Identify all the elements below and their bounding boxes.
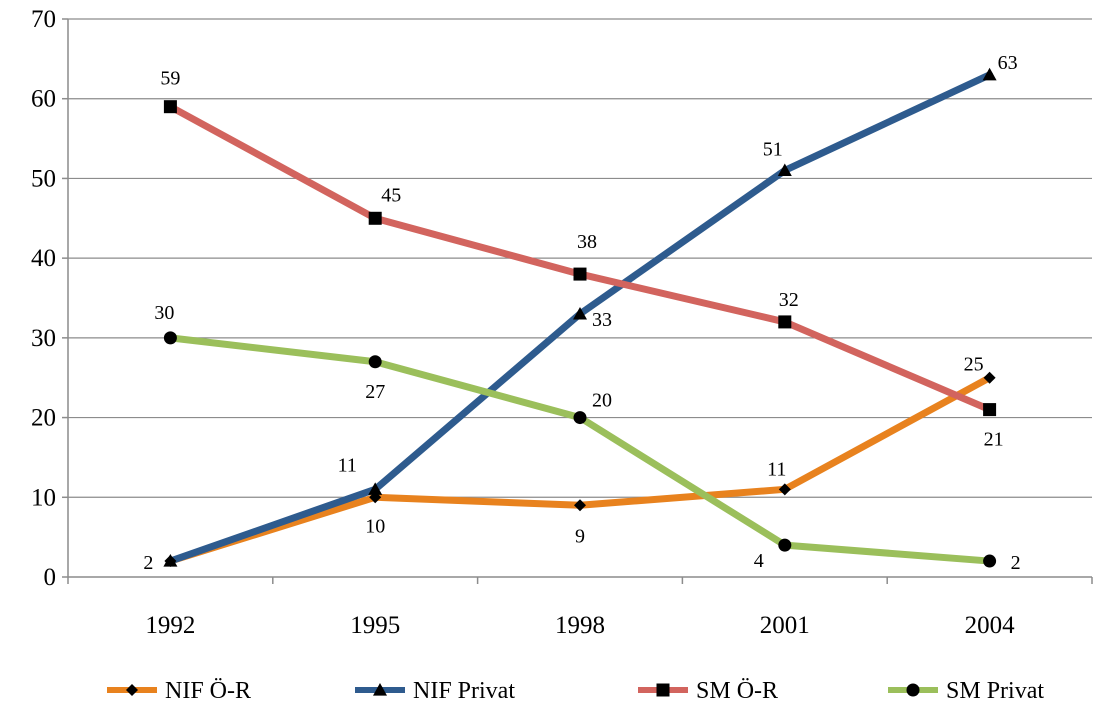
data-point-sm-privat <box>778 538 792 552</box>
series-markers <box>163 67 997 568</box>
data-point-nif-privat <box>777 163 792 177</box>
legend-label-sm-or: SM Ö-R <box>696 678 778 704</box>
legend-label-nif-privat: NIF Privat <box>413 678 515 704</box>
legend-label-sm-privat: SM Privat <box>946 678 1044 704</box>
data-label-nif-privat: 51 <box>763 138 783 160</box>
data-point-sm-or <box>368 211 382 225</box>
data-point-sm-privat <box>368 355 382 369</box>
y-tick-label: 70 <box>31 6 56 33</box>
data-point-sm-or <box>983 403 997 417</box>
data-label-sm-or: 38 <box>577 231 597 253</box>
data-label-sm-privat: 2 <box>1011 552 1021 574</box>
legend-label-nif-or: NIF Ö-R <box>165 678 251 704</box>
data-label-sm-privat: 27 <box>365 381 385 403</box>
data-point-nif-or <box>778 483 791 496</box>
data-point-nif-or <box>983 371 996 384</box>
data-label-nif-or: 2 <box>143 552 153 574</box>
legend-marker-sm-privat <box>906 683 920 697</box>
axes <box>62 18 1093 584</box>
data-label-nif-privat: 33 <box>592 309 612 331</box>
y-tick-label: 60 <box>31 86 56 113</box>
y-tick-label: 30 <box>31 325 56 352</box>
y-axis-tick-labels: 0 10 20 30 40 50 60 70 <box>31 6 56 591</box>
data-label-sm-privat: 30 <box>154 302 174 324</box>
data-labels: 2 10 9 11 25 11 33 51 63 59 45 38 32 21 30 27 20 4 2 <box>143 52 1020 574</box>
data-point-sm-or <box>778 315 792 329</box>
data-label-nif-or: 9 <box>575 525 585 547</box>
data-label-sm-or: 45 <box>381 184 401 206</box>
x-tick-label: 1992 <box>145 612 195 639</box>
data-label-sm-or: 21 <box>984 429 1004 451</box>
data-point-sm-privat <box>163 331 177 345</box>
data-label-nif-or: 10 <box>365 515 385 537</box>
x-tick-label: 1998 <box>555 612 605 639</box>
x-tick-label: 2004 <box>965 612 1016 639</box>
data-point-nif-privat <box>368 482 383 495</box>
data-label-nif-privat: 11 <box>338 454 357 476</box>
x-tick-label: 2001 <box>760 612 810 639</box>
legend: NIF Ö-R NIF Privat SM Ö-R SM Privat <box>107 678 1044 704</box>
data-point-sm-or <box>573 267 587 281</box>
data-point-nif-privat <box>163 554 178 567</box>
data-label-sm-or: 32 <box>779 289 799 311</box>
legend-marker-sm-or <box>656 683 670 697</box>
x-axis-tick-labels: 1992 1995 1998 2001 2004 <box>145 612 1015 639</box>
y-tick-label: 0 <box>44 564 57 591</box>
data-point-sm-privat <box>573 411 587 425</box>
data-point-nif-or <box>574 499 586 512</box>
data-label-nif-or: 11 <box>767 458 786 480</box>
gridlines <box>68 18 1092 498</box>
y-tick-label: 40 <box>31 245 56 272</box>
data-label-sm-privat: 4 <box>754 550 764 572</box>
y-tick-label: 20 <box>31 405 56 432</box>
x-tick-label: 1995 <box>350 612 400 639</box>
data-label-sm-privat: 20 <box>592 390 612 412</box>
data-label-nif-privat: 63 <box>998 52 1018 74</box>
y-tick-label: 10 <box>31 484 56 511</box>
data-point-nif-privat <box>982 67 997 81</box>
data-point-sm-privat <box>983 554 997 568</box>
data-label-nif-or: 25 <box>964 354 984 376</box>
legend-marker-nif-or <box>126 684 138 696</box>
legend-marker-nif-privat <box>373 683 387 696</box>
data-point-nif-privat <box>573 306 587 320</box>
data-point-sm-or <box>163 100 177 114</box>
data-label-sm-or: 59 <box>160 68 180 90</box>
y-tick-label: 50 <box>31 165 56 192</box>
